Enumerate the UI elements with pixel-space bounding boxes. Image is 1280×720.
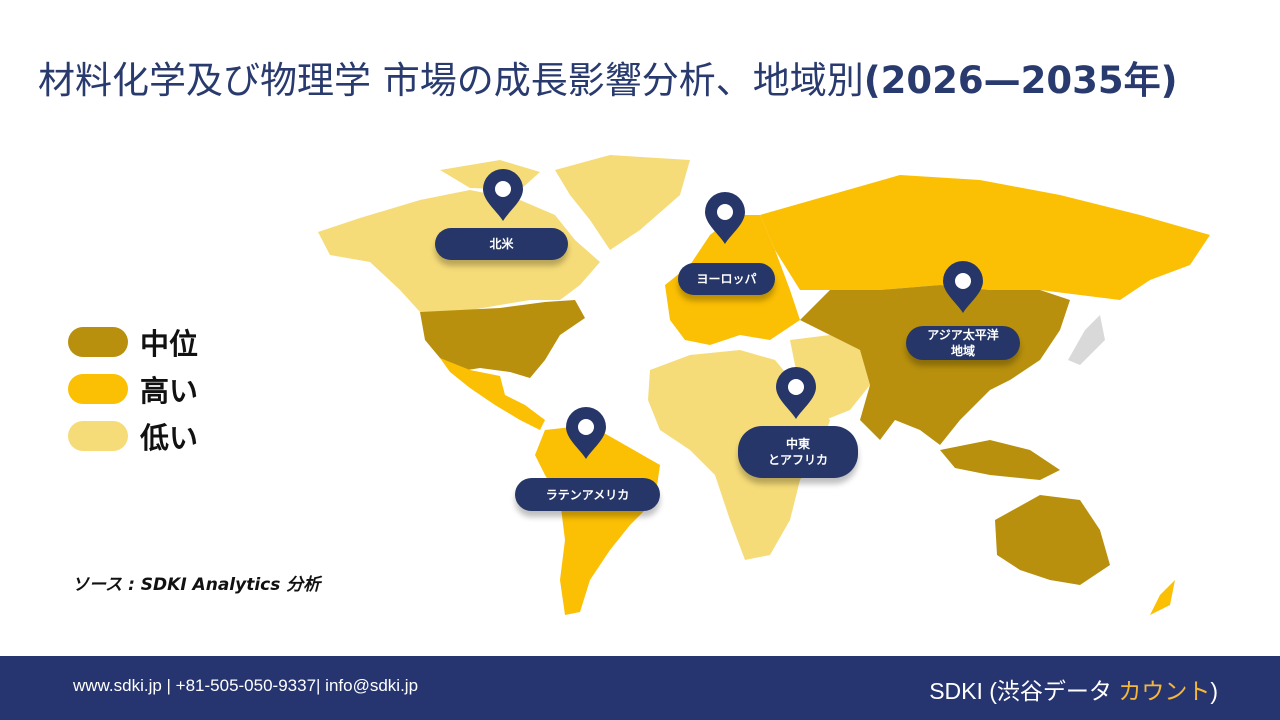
region-japan	[1068, 315, 1105, 365]
legend-label: 低い	[140, 420, 199, 455]
world-map	[318, 155, 1210, 615]
map-pin-dot	[578, 419, 594, 435]
legend: 中位 高い 低い	[68, 318, 198, 459]
legend-item-mid: 中位	[68, 318, 198, 365]
region-usa	[420, 300, 585, 378]
title-text: 材料化学及び物理学 市場の成長影響分析、地域別	[38, 59, 864, 102]
region-asia	[800, 285, 1070, 445]
brand-suffix: )	[1210, 678, 1218, 704]
map-pin-dot	[717, 204, 733, 220]
region-mexico	[440, 358, 545, 430]
brand-accent: カウント	[1118, 678, 1211, 704]
region-south-america	[535, 425, 660, 615]
footer: www.sdki.jp | +81-505-050-9337| info@sdk…	[0, 656, 1280, 720]
legend-swatch	[68, 420, 128, 451]
source-note: ソース : SDKI Analytics 分析	[72, 575, 321, 595]
legend-label: 中位	[140, 326, 199, 361]
legend-item-high: 高い	[68, 365, 198, 412]
map-pin-dot	[788, 379, 804, 395]
region-russia	[760, 175, 1210, 300]
legend-swatch	[68, 373, 128, 404]
region-australia	[995, 495, 1110, 585]
brand-prefix: SDKI (渋谷データ	[929, 678, 1119, 704]
region-southeast-asia	[940, 440, 1060, 480]
title-years: (2026—2035年)	[863, 59, 1178, 102]
brand-logo: SDKI (渋谷データ カウント)	[929, 672, 1218, 706]
region-label-north-america: 北米	[435, 228, 568, 260]
region-label-europe: ヨーロッパ	[678, 263, 775, 295]
legend-label: 高い	[140, 373, 199, 408]
contact-info: www.sdki.jp | +81-505-050-9337| info@sdk…	[73, 676, 419, 695]
map-pin-dot	[495, 181, 511, 197]
region-label-asia-pacific: アジア太平洋 地域	[906, 326, 1020, 360]
region-greenland	[555, 155, 690, 250]
region-label-middle-east-africa: 中東 とアフリカ	[738, 426, 858, 478]
region-label-latin-america: ラテンアメリカ	[515, 478, 660, 511]
legend-swatch	[68, 326, 128, 357]
legend-item-low: 低い	[68, 412, 198, 459]
region-new-zealand	[1150, 580, 1175, 615]
page-title: 材料化学及び物理学 市場の成長影響分析、地域別(2026—2035年)	[38, 50, 1178, 104]
map-pin-dot	[955, 273, 971, 289]
